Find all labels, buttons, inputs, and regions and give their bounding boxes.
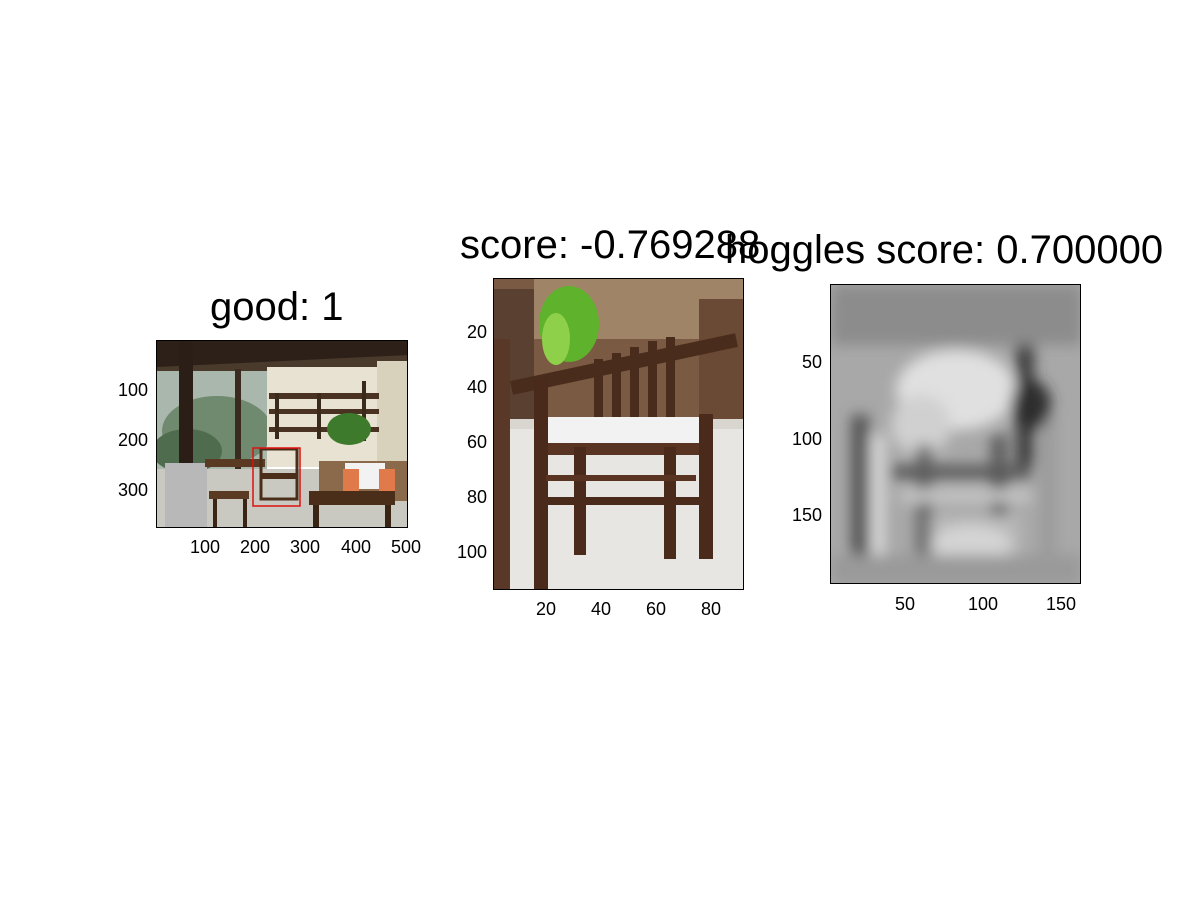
panel-3-y-tick: 50	[801, 352, 822, 372]
panel-2-x-tick: 80	[700, 599, 722, 619]
panel-1-x-tick: 300	[289, 537, 321, 557]
panel-1-x-tick: 400	[340, 537, 372, 557]
panel-2-image	[493, 278, 744, 590]
panel-3-x-tick: 50	[894, 594, 916, 614]
panel-2-x-tick: 40	[590, 599, 612, 619]
panel-1-y-tick: 100	[117, 380, 148, 400]
panel-3-image	[830, 284, 1081, 584]
detection-box	[252, 447, 301, 507]
panel-1-x-tick: 100	[189, 537, 221, 557]
panel-2-x-tick: 20	[535, 599, 557, 619]
panel-3-title: hoggles score: 0.700000	[725, 228, 1164, 272]
panel-3-x-tick: 150	[1045, 594, 1077, 614]
panel-1-image	[156, 340, 408, 528]
panel-1-x-tick: 200	[239, 537, 271, 557]
panel-2-y-tick: 40	[466, 377, 487, 397]
panel-2-title: score: -0.769288	[460, 223, 761, 267]
panel-3-y-tick: 150	[791, 505, 822, 525]
panel-2-y-tick: 60	[466, 432, 487, 452]
panel-3-x-tick: 100	[967, 594, 999, 614]
panel-2-x-tick: 60	[645, 599, 667, 619]
panel-1-y-tick: 200	[117, 430, 148, 450]
panel-1-x-tick: 500	[390, 537, 422, 557]
panel-2-y-tick: 80	[466, 487, 487, 507]
panel-2-y-tick: 20	[466, 322, 487, 342]
panel-2-y-tick: 100	[456, 542, 487, 562]
panel-1-y-tick: 300	[117, 480, 148, 500]
panel-3-y-tick: 100	[791, 429, 822, 449]
panel-1-title: good: 1	[210, 285, 344, 329]
